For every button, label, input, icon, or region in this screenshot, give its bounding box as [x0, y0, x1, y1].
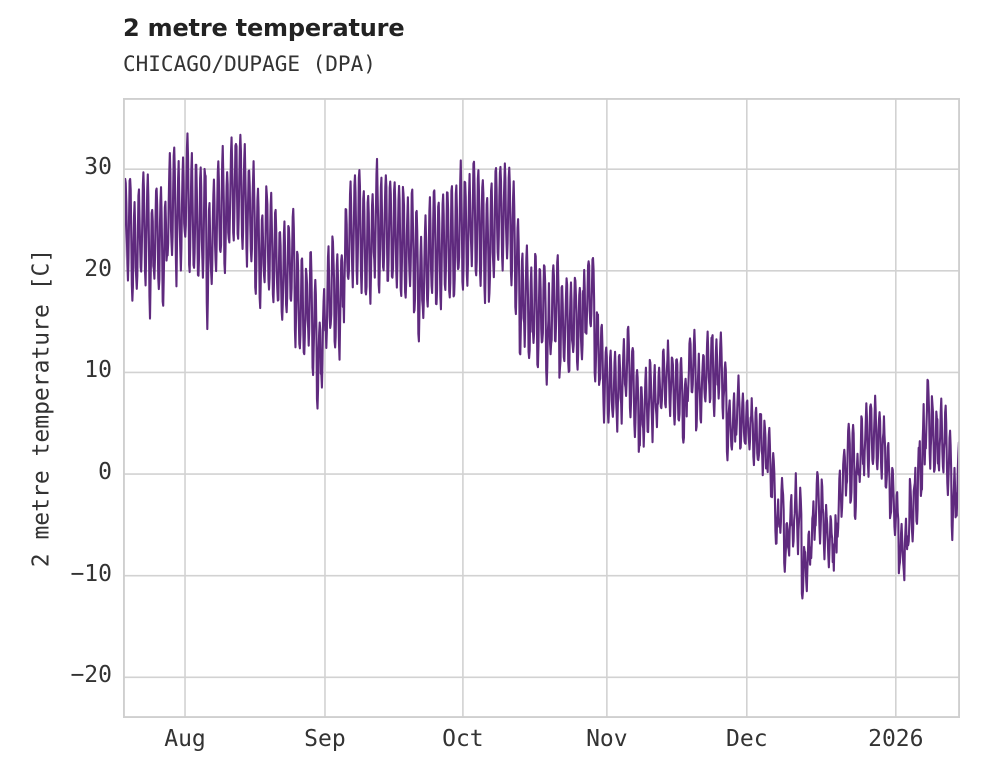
time-series-plot [123, 98, 960, 718]
chart-subtitle: CHICAGO/DUPAGE (DPA) [123, 52, 376, 76]
y-axis-tick-labels: 30 20 10 0 −10 −20 [24, 98, 112, 718]
y-tick-label: 0 [98, 459, 112, 486]
temperature-series-line [123, 132, 960, 600]
x-tick-label: 2026 [868, 726, 924, 752]
y-tick-label: −20 [70, 662, 112, 689]
page-title: 2 metre temperature [123, 14, 405, 42]
plot-frame [123, 98, 960, 718]
y-tick-label: 20 [84, 255, 112, 282]
x-tick-label: Oct [442, 726, 484, 752]
plot-border [123, 98, 960, 718]
y-tick-label: 30 [84, 154, 112, 181]
plot-area [123, 98, 960, 718]
x-axis-tick-labels: Aug Sep Oct Nov Dec 2026 [123, 726, 960, 768]
plot-background [123, 98, 960, 718]
y-tick-label: −10 [70, 560, 112, 587]
x-tick-label: Nov [586, 726, 628, 752]
x-tick-label: Aug [164, 726, 206, 752]
x-tick-label: Sep [304, 726, 346, 752]
y-tick-label: 10 [84, 357, 112, 384]
x-tick-label: Dec [726, 726, 768, 752]
